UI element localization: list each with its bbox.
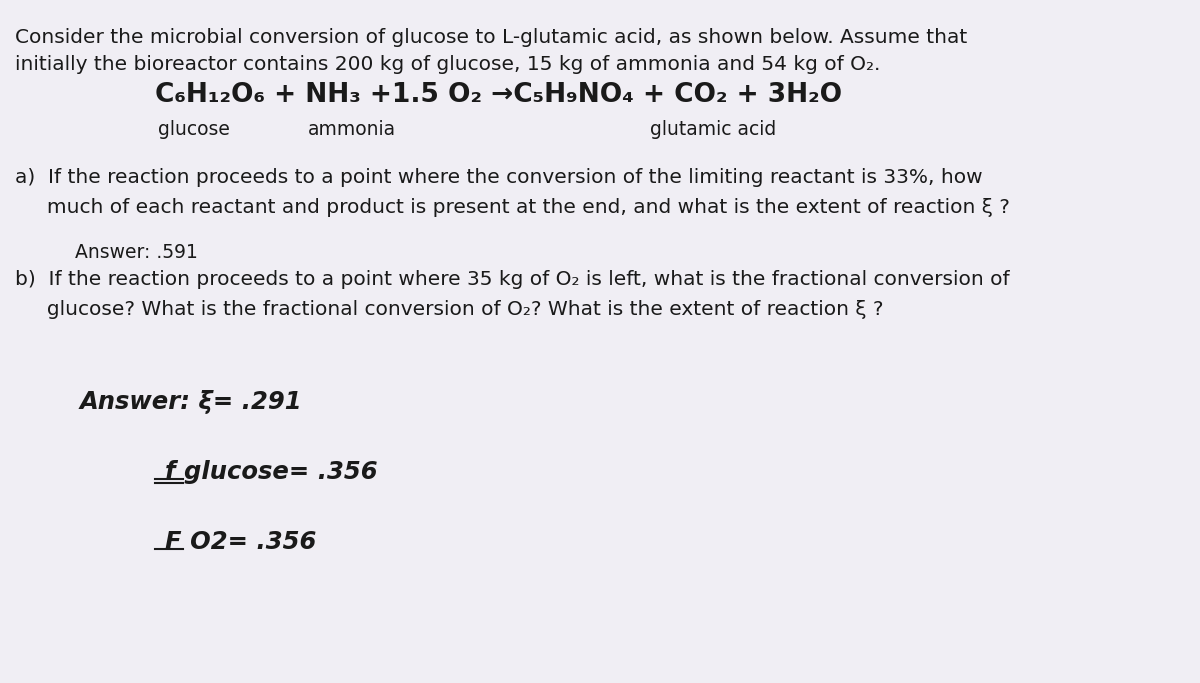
Text: a)  If the reaction proceeds to a point where the conversion of the limiting rea: a) If the reaction proceeds to a point w… bbox=[14, 168, 983, 187]
Text: much of each reactant and product is present at the end, and what is the extent : much of each reactant and product is pre… bbox=[14, 198, 1010, 217]
Text: glucose: glucose bbox=[158, 120, 230, 139]
Text: f glucose= .356: f glucose= .356 bbox=[166, 460, 378, 484]
Text: F O2= .356: F O2= .356 bbox=[166, 530, 317, 554]
Text: Consider the microbial conversion of glucose to L-glutamic acid, as shown below.: Consider the microbial conversion of glu… bbox=[14, 28, 967, 47]
Text: glutamic acid: glutamic acid bbox=[650, 120, 776, 139]
Text: C₆H₁₂O₆ + NH₃ +1.5 O₂ →C₅H₉NO₄ + CO₂ + 3H₂O: C₆H₁₂O₆ + NH₃ +1.5 O₂ →C₅H₉NO₄ + CO₂ + 3… bbox=[155, 82, 842, 108]
Text: b)  If the reaction proceeds to a point where 35 kg of O₂ is left, what is the f: b) If the reaction proceeds to a point w… bbox=[14, 270, 1009, 289]
Text: initially the bioreactor contains 200 kg of glucose, 15 kg of ammonia and 54 kg : initially the bioreactor contains 200 kg… bbox=[14, 55, 881, 74]
Text: Answer: .591: Answer: .591 bbox=[74, 243, 198, 262]
Text: glucose? What is the fractional conversion of O₂? What is the extent of reaction: glucose? What is the fractional conversi… bbox=[14, 300, 883, 319]
Text: Answer: ξ= .291: Answer: ξ= .291 bbox=[80, 390, 302, 414]
Text: ammonia: ammonia bbox=[308, 120, 396, 139]
